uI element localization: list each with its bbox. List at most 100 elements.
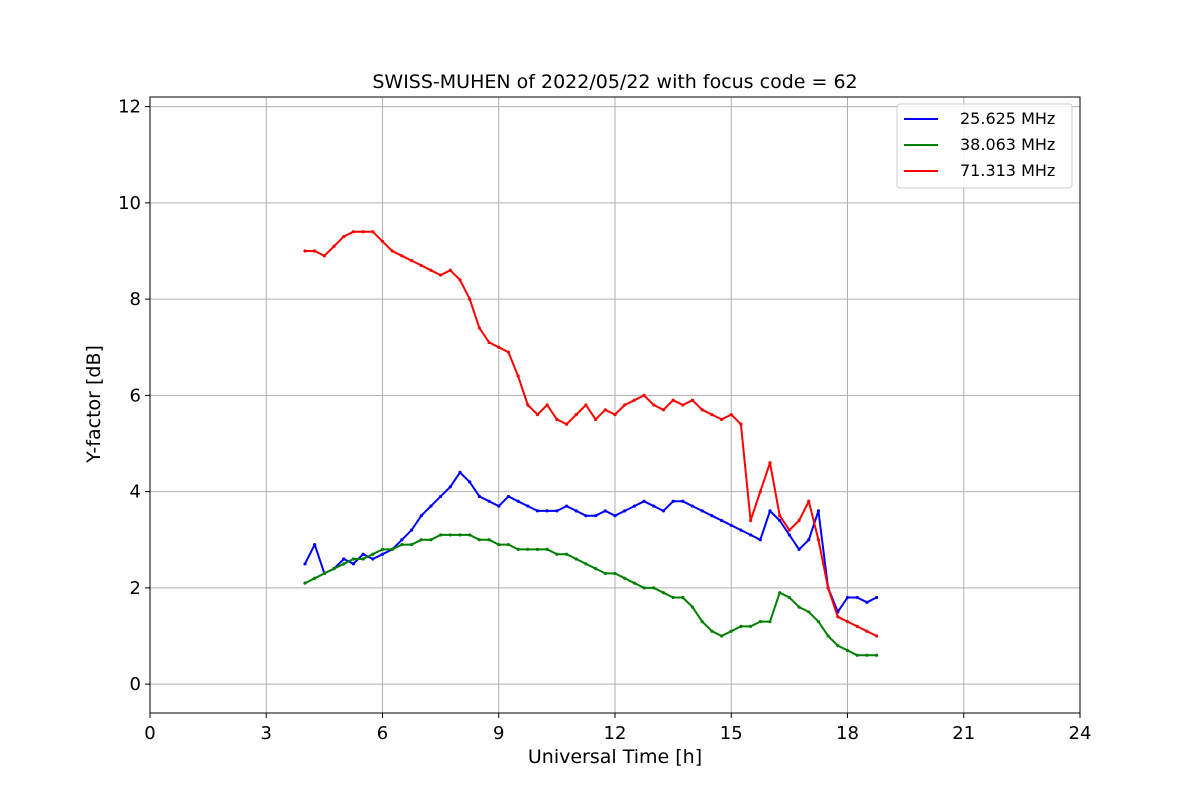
y-tick-label: 8 [130, 289, 141, 310]
data-point [584, 562, 588, 566]
y-tick-label: 6 [130, 385, 141, 406]
data-point [739, 528, 743, 532]
data-point [313, 542, 317, 547]
data-point [429, 538, 433, 542]
data-point [564, 422, 569, 426]
data-point [690, 398, 695, 402]
data-point [497, 345, 501, 349]
data-point [429, 268, 433, 272]
y-axis-label: Y-factor [dB] [83, 345, 105, 464]
data-point [477, 494, 481, 499]
data-point [681, 499, 685, 503]
data-point [797, 547, 801, 551]
data-point [778, 591, 782, 595]
data-point [613, 514, 617, 518]
data-point [603, 509, 607, 513]
data-point [409, 528, 414, 532]
data-point [584, 403, 588, 407]
data-point [322, 571, 326, 576]
y-tick-label: 2 [130, 578, 141, 599]
data-point [371, 557, 375, 561]
x-tick-label: 18 [836, 723, 859, 744]
data-point [671, 499, 675, 503]
data-point [439, 533, 443, 537]
data-point [632, 581, 636, 585]
data-point [361, 552, 365, 556]
data-point [787, 533, 791, 537]
data-point [371, 230, 375, 234]
data-point [671, 595, 675, 600]
data-point [303, 562, 307, 566]
data-point [468, 533, 472, 537]
data-point [400, 538, 404, 542]
data-point [749, 533, 753, 537]
data-point [642, 499, 646, 503]
data-point [787, 528, 791, 532]
data-point [380, 239, 385, 243]
data-point [594, 567, 598, 571]
data-point [564, 552, 569, 556]
data-point [749, 624, 753, 628]
data-point [758, 490, 762, 494]
data-point [865, 629, 869, 633]
data-point [652, 504, 656, 508]
data-point [574, 413, 578, 417]
data-point [681, 595, 685, 600]
data-point [303, 249, 307, 253]
data-point [351, 557, 356, 561]
data-point [874, 653, 879, 657]
data-point [845, 619, 850, 624]
x-tick-label: 12 [604, 723, 627, 744]
data-point [380, 547, 385, 551]
data-point [807, 538, 811, 542]
data-point [371, 552, 375, 556]
data-point [506, 542, 511, 547]
data-point [574, 557, 578, 561]
data-point [448, 485, 452, 489]
data-point [710, 629, 714, 633]
data-point [845, 595, 850, 600]
data-point [390, 249, 394, 253]
data-point [797, 605, 801, 609]
data-point [700, 619, 704, 624]
data-point [623, 403, 627, 407]
x-axis-label: Universal Time [h] [528, 746, 702, 768]
series-line-3 [305, 230, 878, 637]
data-point [623, 576, 627, 580]
data-point [555, 509, 559, 513]
data-point [448, 268, 452, 272]
data-point [690, 504, 695, 508]
data-point [681, 403, 685, 407]
x-tick-label: 0 [144, 723, 155, 744]
data-point [458, 470, 462, 474]
data-point [603, 571, 607, 576]
data-point [700, 509, 704, 513]
data-point [729, 523, 733, 527]
y-tick-label: 4 [130, 482, 141, 503]
data-point [826, 586, 830, 590]
data-point [836, 644, 840, 648]
x-tick-label: 24 [1069, 723, 1092, 744]
data-point [555, 552, 559, 556]
data-point [361, 230, 365, 234]
data-point [710, 413, 714, 417]
data-point [448, 533, 452, 537]
legend-label: 38.063 MHz [960, 135, 1055, 154]
data-point [564, 504, 569, 508]
data-point [439, 273, 443, 277]
data-point [661, 509, 666, 513]
data-point [816, 619, 821, 624]
data-point [623, 509, 627, 513]
data-point [661, 591, 666, 595]
data-point [342, 557, 346, 561]
data-point [535, 413, 540, 417]
data-point [642, 586, 646, 590]
data-point [545, 509, 549, 513]
data-point [400, 542, 404, 547]
data-point [671, 398, 675, 402]
data-point [584, 514, 588, 518]
data-point [458, 533, 462, 537]
data-point [555, 417, 559, 422]
